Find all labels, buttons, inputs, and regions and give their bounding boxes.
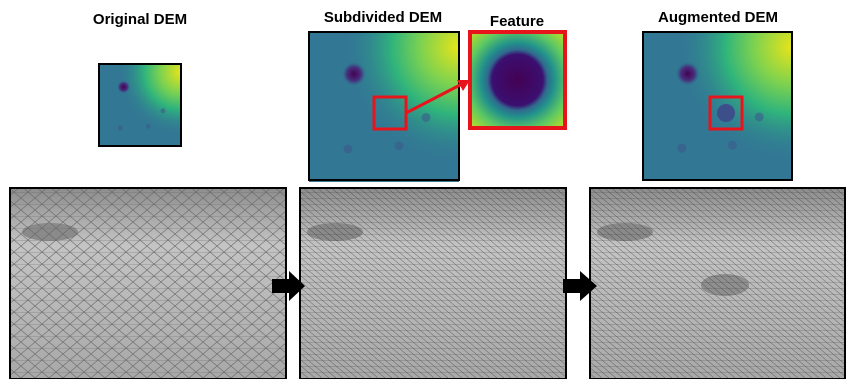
mesh-augmented (590, 188, 846, 379)
mesh-subdivided (300, 188, 566, 379)
label: Feature (490, 13, 544, 30)
original-dem (99, 64, 181, 146)
mesh-original (10, 188, 286, 379)
label: Subdivided DEM (324, 9, 442, 26)
figure: Original DEM Subdivided DEM Feature Augm… (0, 0, 846, 379)
label: Augmented DEM (658, 9, 778, 26)
augmented-dem (643, 32, 792, 181)
subdivided-dem (309, 32, 459, 182)
label: Original DEM (93, 11, 187, 28)
feature (470, 32, 565, 128)
